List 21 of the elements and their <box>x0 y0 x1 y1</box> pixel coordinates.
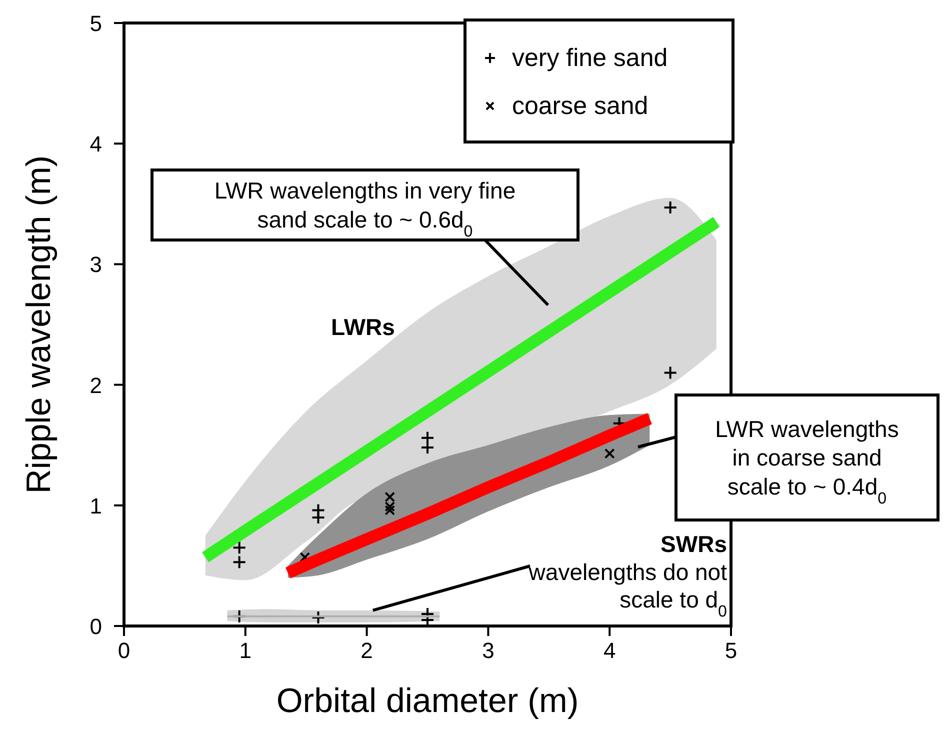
annotation: LWRs <box>331 314 395 340</box>
annotation: LWR wavelengths in very fine sand scale to ~ 0.6d$_{0}$ <box>214 178 516 240</box>
y-tick-label: 4 <box>90 132 102 157</box>
y-axis-title: Ripple wavelength (m) <box>20 155 58 494</box>
y-tick-label: 3 <box>90 252 102 278</box>
y-tick-label: 2 <box>90 372 102 398</box>
x-tick-label: 0 <box>118 638 130 663</box>
legend-label: very fine sand <box>512 44 668 72</box>
x-axis-title: Orbital diameter (m) <box>276 682 579 720</box>
legend-label: coarse sand <box>512 92 648 120</box>
x-tick-label: 5 <box>724 638 738 663</box>
annotation: LWR wavelengths in coarse sand scale to ~ 0.4d$_{0}$ <box>715 416 899 508</box>
x-tick-label: 1 <box>239 638 252 663</box>
x-tick-label: 2 <box>360 638 373 663</box>
annotation: wavelengths do not scale to d$_{0}$ <box>528 559 728 621</box>
x-tick-label: 4 <box>603 638 616 663</box>
y-tick-label: 5 <box>90 11 102 36</box>
y-tick-label: 0 <box>90 614 102 639</box>
x-tick-label: 3 <box>482 638 494 663</box>
y-tick-label: 1 <box>90 493 102 518</box>
annotation: SWRs <box>660 531 727 557</box>
